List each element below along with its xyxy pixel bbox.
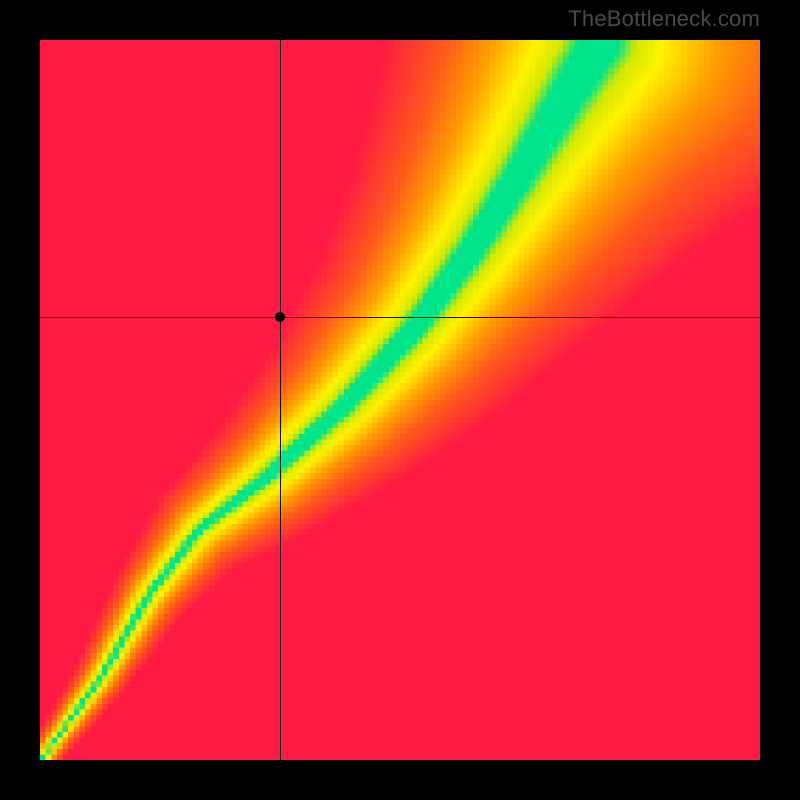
crosshair-horizontal [40, 317, 760, 318]
heatmap-plot [40, 40, 760, 760]
crosshair-vertical [280, 40, 281, 760]
watermark-text: TheBottleneck.com [568, 6, 760, 32]
heatmap-canvas [40, 40, 760, 760]
crosshair-dot [275, 312, 285, 322]
